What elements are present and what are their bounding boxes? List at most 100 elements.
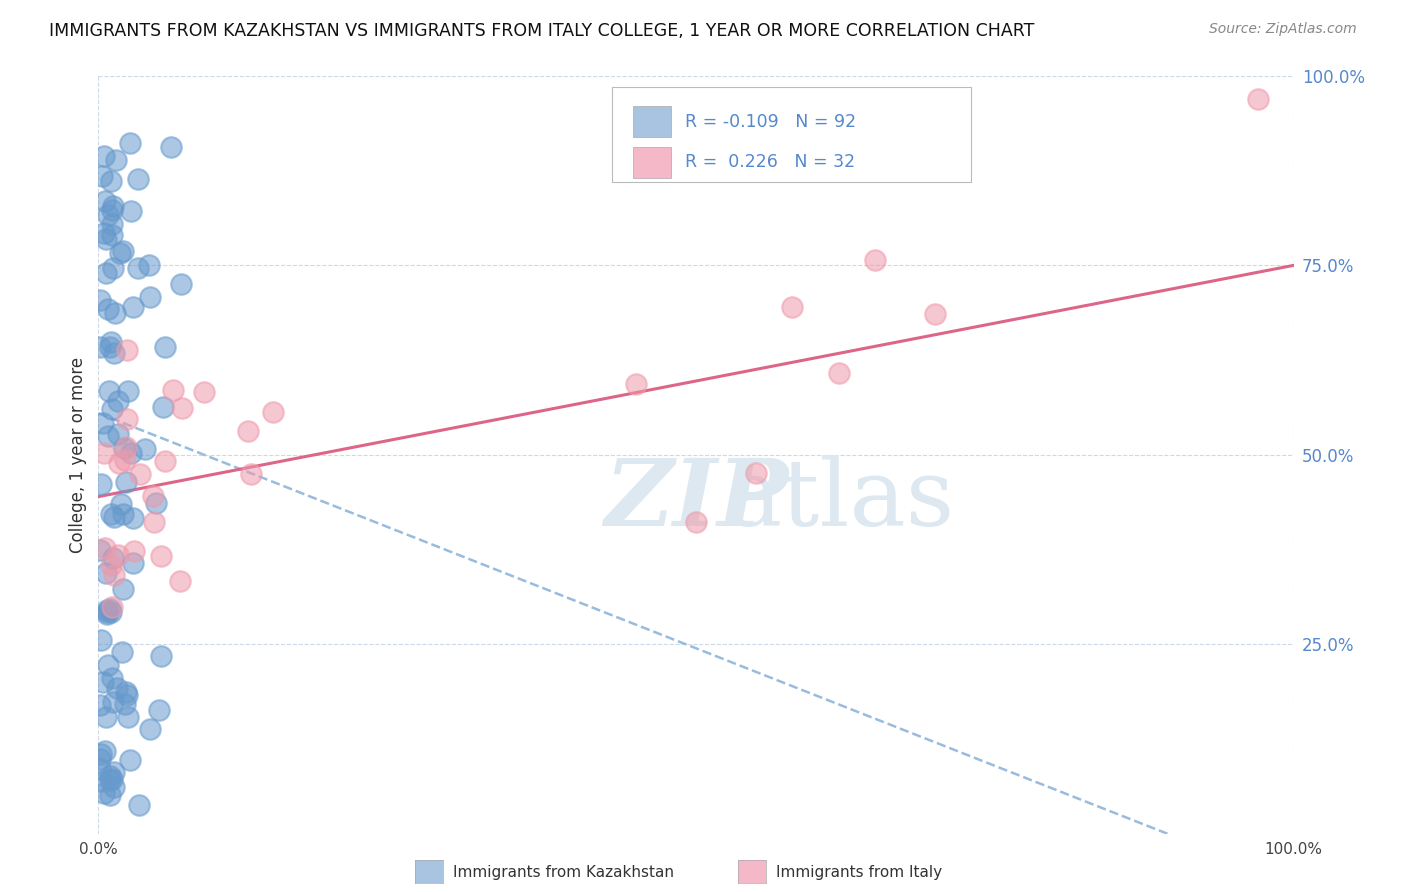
Text: atlas: atlas <box>724 456 955 545</box>
Point <box>101 600 124 615</box>
Point <box>107 548 129 562</box>
Point <box>111 582 134 597</box>
Point <box>153 454 176 468</box>
Point <box>90 633 112 648</box>
Point <box>89 542 111 557</box>
Point <box>115 475 138 490</box>
Point <box>122 544 145 558</box>
Point <box>97 384 120 398</box>
Point <box>103 780 125 794</box>
Point <box>780 300 803 314</box>
Point <box>240 467 263 481</box>
Point <box>94 231 117 245</box>
Point <box>97 657 120 672</box>
Point <box>155 340 177 354</box>
Point <box>90 774 112 789</box>
Point <box>98 340 121 354</box>
Point <box>262 405 284 419</box>
Point <box>134 442 156 457</box>
Point <box>103 764 125 779</box>
Point <box>96 607 118 622</box>
Point <box>107 393 129 408</box>
Point <box>107 427 129 442</box>
Point <box>104 306 127 320</box>
Text: R =  0.226   N = 32: R = 0.226 N = 32 <box>685 153 855 171</box>
Point <box>117 710 139 724</box>
Point <box>138 258 160 272</box>
Text: Source: ZipAtlas.com: Source: ZipAtlas.com <box>1209 22 1357 37</box>
Point <box>110 497 132 511</box>
Point <box>91 169 114 184</box>
Text: IMMIGRANTS FROM KAZAKHSTAN VS IMMIGRANTS FROM ITALY COLLEGE, 1 YEAR OR MORE CORR: IMMIGRANTS FROM KAZAKHSTAN VS IMMIGRANTS… <box>49 22 1035 40</box>
Point <box>100 335 122 350</box>
Point <box>129 467 152 481</box>
Point <box>115 343 138 357</box>
Point <box>139 722 162 736</box>
Point <box>108 246 131 260</box>
Point <box>105 681 128 695</box>
Point <box>97 208 120 222</box>
Point <box>121 556 143 570</box>
Point <box>101 402 124 417</box>
Point <box>115 411 138 425</box>
Point <box>103 510 125 524</box>
Point <box>626 376 648 391</box>
Point <box>93 786 115 800</box>
Point <box>89 698 111 712</box>
Point <box>865 253 887 268</box>
Point <box>103 345 125 359</box>
Point <box>93 226 115 240</box>
Point <box>103 567 125 582</box>
Point <box>100 218 122 232</box>
Point <box>107 457 129 471</box>
Y-axis label: College, 1 year or more: College, 1 year or more <box>69 357 87 553</box>
Point <box>94 710 117 724</box>
Point <box>100 605 122 619</box>
Point <box>89 747 111 761</box>
Point <box>101 227 124 242</box>
Point <box>170 401 193 415</box>
Point <box>101 772 124 786</box>
Text: ZIP: ZIP <box>603 456 789 545</box>
Point <box>100 174 122 188</box>
Point <box>122 300 145 314</box>
Point <box>139 290 162 304</box>
Point <box>159 140 181 154</box>
Point <box>89 752 111 766</box>
Point <box>91 416 114 430</box>
Point <box>100 671 122 685</box>
Point <box>98 788 121 802</box>
Point <box>193 384 215 399</box>
Point <box>122 511 145 525</box>
Point <box>150 549 173 563</box>
Point <box>100 508 122 522</box>
Point <box>924 307 946 321</box>
Point <box>120 446 142 460</box>
Point <box>114 698 136 712</box>
Point <box>162 383 184 397</box>
Point <box>94 541 117 555</box>
Point <box>100 558 122 572</box>
Point <box>93 149 115 163</box>
Point <box>238 425 260 439</box>
Point <box>169 574 191 589</box>
FancyBboxPatch shape <box>613 87 972 182</box>
Bar <box>633 146 671 178</box>
Point <box>745 467 768 481</box>
Point <box>112 508 135 522</box>
Point <box>93 446 115 460</box>
Point <box>142 515 165 529</box>
Point <box>148 703 170 717</box>
Point <box>127 260 149 275</box>
Point <box>141 489 163 503</box>
Point <box>169 277 191 292</box>
Point <box>97 429 120 443</box>
Point <box>828 366 851 380</box>
Point <box>103 551 125 566</box>
Text: R = -0.109   N = 92: R = -0.109 N = 92 <box>685 112 856 130</box>
Point <box>101 203 124 218</box>
Point <box>96 266 118 280</box>
Point <box>89 762 111 776</box>
Point <box>98 769 121 783</box>
Point <box>127 172 149 186</box>
